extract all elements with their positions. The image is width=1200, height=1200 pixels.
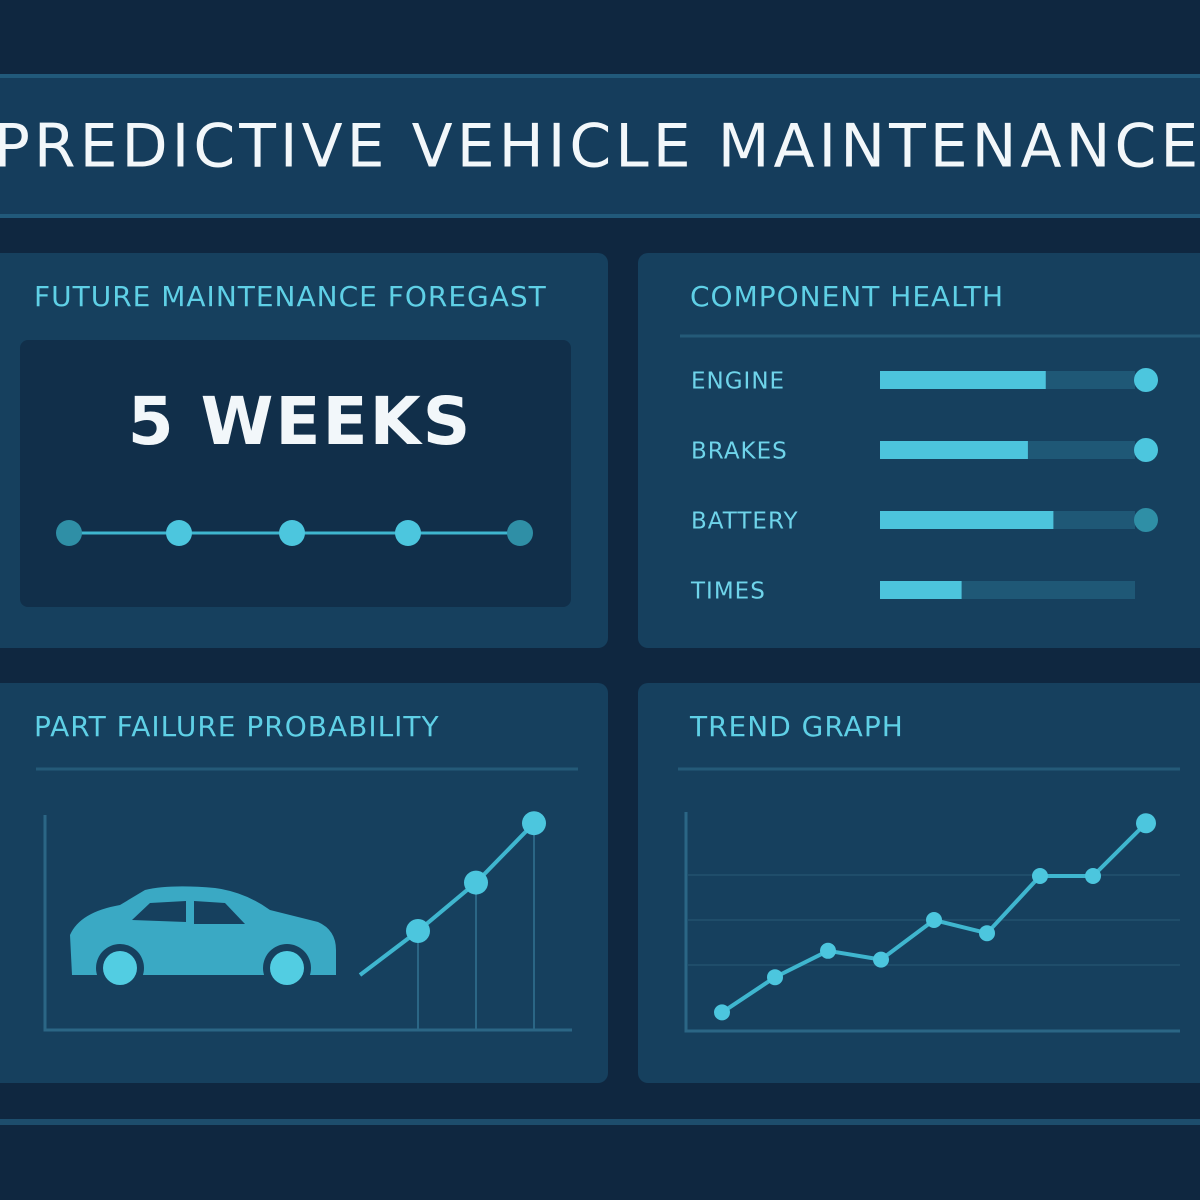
axis (43, 815, 572, 1032)
component-label: BATTERY (691, 509, 799, 535)
forecast-box (20, 340, 571, 607)
bar-knob (1134, 368, 1158, 392)
point (873, 951, 889, 968)
timeline-dot (166, 520, 192, 546)
car-window (132, 901, 186, 922)
timeline-dot (279, 520, 305, 546)
component-label: BRAKES (691, 439, 788, 465)
panel-title: FUTURE MAINTENANCE FOREGAST (34, 280, 547, 313)
car-wheel (270, 951, 304, 985)
point (1136, 813, 1156, 834)
component-label: ENGINE (691, 369, 785, 395)
point (406, 919, 430, 943)
point (767, 969, 783, 986)
bar (880, 441, 1028, 459)
point (522, 811, 546, 836)
car-window (194, 901, 245, 924)
point (979, 925, 995, 942)
header-band (0, 74, 1200, 218)
bar (880, 371, 1046, 389)
axis (684, 812, 1180, 1033)
panel-title: TREND GRAPH (689, 710, 904, 743)
trend-line (358, 821, 536, 977)
car-icon (70, 886, 336, 992)
car-wheel (103, 951, 137, 985)
bar-knob (1134, 508, 1158, 532)
page-title: PREDICTIVE VEHICLE MAINTENANCE (0, 112, 1200, 182)
timeline-dot (507, 520, 533, 546)
point (1032, 868, 1048, 884)
bar-knob (1134, 438, 1158, 462)
timeline-dot (395, 520, 421, 546)
point (1085, 868, 1101, 884)
timeline-dot (56, 520, 82, 546)
panel (638, 683, 1200, 1083)
bar (880, 581, 962, 599)
bar (880, 511, 1054, 529)
point (926, 912, 942, 928)
point (714, 1004, 730, 1021)
panel (0, 683, 608, 1083)
point (464, 870, 488, 895)
point (820, 942, 836, 959)
panel-title: COMPONENT HEALTH (690, 280, 1004, 313)
panel-title: PART FAILURE PROBABILITY (34, 710, 440, 743)
component-label: TIMES (690, 579, 766, 605)
forecast-value: 5 WEEKS (128, 383, 473, 460)
timeline (56, 520, 533, 546)
